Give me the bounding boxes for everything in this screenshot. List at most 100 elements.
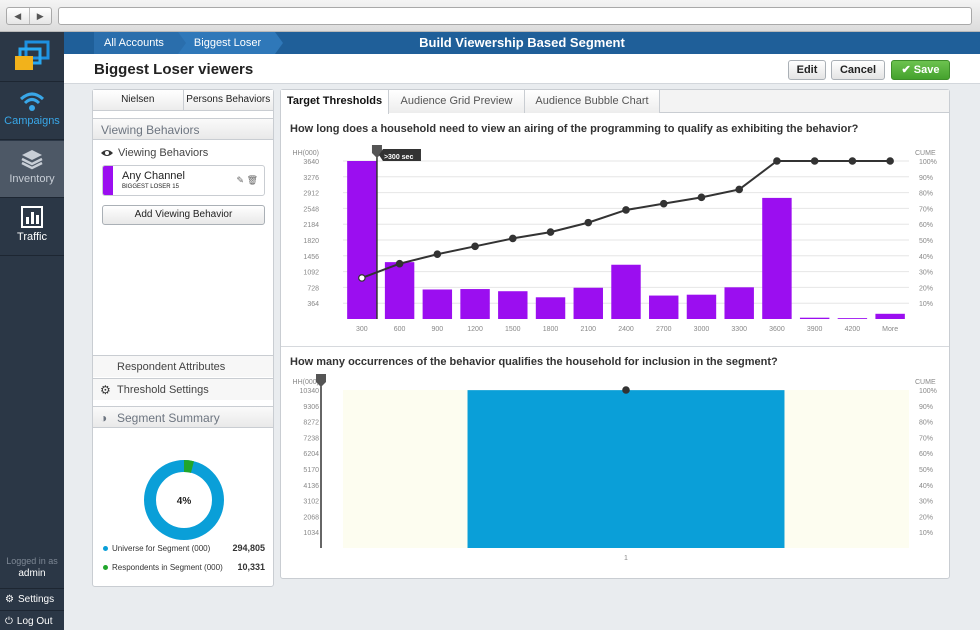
- save-button[interactable]: ✔ Save: [891, 60, 950, 80]
- x-tick-label: 600: [394, 326, 406, 333]
- app-sidebar: Campaigns Inventory Traffic Logged in as…: [0, 32, 64, 630]
- donut-respondents-arc: [144, 460, 224, 540]
- y-tick-label: 3276: [303, 175, 319, 182]
- cume-point: [735, 185, 744, 194]
- y-tick-label: 5170: [303, 467, 319, 474]
- histogram-bar: [875, 313, 905, 319]
- title-row: Biggest Loser viewers Edit Cancel ✔ Save: [64, 54, 980, 84]
- sidebar-item-campaigns[interactable]: Campaigns: [0, 83, 64, 140]
- donut-percent-label: 4%: [177, 496, 192, 507]
- respondent-attributes-row[interactable]: Respondent Attributes: [93, 355, 273, 377]
- username: admin: [18, 568, 46, 579]
- threshold-label-box: [378, 149, 421, 161]
- y2-tick-label: 100%: [919, 388, 937, 395]
- y2-tick-label: 80%: [919, 191, 933, 198]
- duration-histogram-chart: 3640 3276 2912 2548 2184 1820 1456 1092 728 364 10…: [293, 145, 937, 333]
- universe-label: Universe for Segment (000): [112, 544, 211, 553]
- pencil-icon[interactable]: ✎: [236, 175, 245, 185]
- x-tick-label: 2100: [580, 326, 596, 333]
- cume-point: [622, 386, 630, 394]
- histogram-bar: [686, 294, 717, 319]
- x-tick-label: 1500: [505, 326, 521, 333]
- x-tick-label: 3300: [731, 326, 747, 333]
- legend-universe: Universe for Segment (000) 294,805: [103, 543, 265, 553]
- bar-chart-icon: [21, 206, 43, 228]
- segment-summary-label: Segment Summary: [117, 411, 220, 425]
- back-arrow-icon[interactable]: ◀: [14, 11, 22, 21]
- tab-nielsen[interactable]: Nielsen: [93, 90, 183, 110]
- threshold-settings-row[interactable]: ⚙ Threshold Settings: [93, 378, 273, 400]
- histogram-bar: [762, 197, 792, 319]
- y-tick-label: 10340: [300, 388, 320, 395]
- cume-point: [546, 228, 555, 236]
- viewing-behaviors-toggle[interactable]: Viewing Behaviors: [101, 147, 208, 159]
- histogram-bar: [649, 295, 679, 319]
- sidebar-item-inventory[interactable]: Inventory: [0, 141, 64, 198]
- cancel-button[interactable]: Cancel: [831, 60, 885, 80]
- address-bar[interactable]: [58, 7, 972, 25]
- threshold-settings-label: Threshold Settings: [117, 384, 209, 396]
- cume-line: [361, 160, 891, 279]
- source-tabs: Nielsen Persons Behaviors: [93, 90, 273, 111]
- y-tick-label: 2184: [303, 222, 319, 229]
- universe-dot-icon: [103, 546, 108, 552]
- viewing-behaviors-header[interactable]: Viewing Behaviors: [93, 118, 273, 140]
- cume-point: [848, 157, 857, 165]
- breadcrumb-all-accounts[interactable]: All Accounts: [94, 32, 186, 54]
- cume-point: [773, 157, 781, 165]
- threshold-handle-icon: [316, 374, 326, 387]
- histogram-bar: [573, 287, 603, 319]
- login-status: Logged in as admin: [0, 556, 64, 579]
- behavior-item[interactable]: Any Channel BIGGEST LOSER 15 ✎ 🗑: [102, 165, 265, 196]
- settings-button[interactable]: ⚙ Settings: [0, 588, 64, 610]
- forward-arrow-icon[interactable]: ▶: [28, 8, 52, 24]
- y2-tick-label: 80%: [919, 420, 933, 427]
- tab-target-thresholds[interactable]: Target Thresholds: [281, 90, 389, 114]
- histogram-bar: [467, 390, 785, 548]
- y-tick-label: 1456: [303, 254, 319, 261]
- settings-label: Settings: [17, 594, 55, 605]
- tab-audience-bubble-chart[interactable]: Audience Bubble Chart: [525, 90, 660, 113]
- histogram-bar: [611, 264, 641, 319]
- y2-tick-label: 70%: [919, 435, 933, 442]
- cume-point: [471, 242, 479, 251]
- logout-label: Log Out: [16, 616, 53, 627]
- add-viewing-behavior-button[interactable]: Add Viewing Behavior: [102, 205, 265, 225]
- segment-summary-header[interactable]: ◑ Segment Summary: [93, 406, 273, 428]
- y2-tick-label: 30%: [919, 270, 933, 277]
- edit-button[interactable]: Edit: [788, 60, 826, 80]
- universe-value: 294,805: [232, 543, 265, 553]
- logged-in-label: Logged in as: [6, 556, 58, 566]
- cume-point: [395, 259, 404, 268]
- histogram-bar: [422, 289, 453, 319]
- cume-point: [886, 157, 894, 165]
- breadcrumb-biggest-loser[interactable]: Biggest Loser: [177, 32, 284, 54]
- logout-button[interactable]: ⏻ Log Out: [0, 610, 64, 630]
- histogram-bar: [535, 297, 566, 319]
- y-tick-label: 7238: [303, 435, 319, 442]
- y-tick-label: 1034: [303, 530, 319, 537]
- segment-summary: 4% Universe for Segment (000) 294,805 Re…: [93, 406, 273, 586]
- respondents-value: 10,331: [237, 562, 265, 572]
- sidebar-item-label: Traffic: [17, 231, 47, 243]
- y-tick-label: 3102: [303, 499, 319, 506]
- pie-icon: ◑: [100, 411, 108, 425]
- checkmark-icon: ✔: [901, 64, 914, 76]
- respondents-dot-icon: [103, 565, 108, 571]
- viewing-behaviors-label: Viewing Behaviors: [118, 147, 209, 159]
- y-tick-label: 9306: [303, 404, 319, 411]
- trash-icon[interactable]: 🗑: [246, 175, 258, 185]
- y-axis-title: HH(000): [293, 150, 319, 157]
- y2-tick-label: 90%: [919, 404, 933, 411]
- x-tick-label: 1: [624, 555, 628, 562]
- behavior-program: BIGGEST LOSER 15: [122, 184, 179, 190]
- tab-persons-behaviors[interactable]: Persons Behaviors: [182, 90, 273, 110]
- app-logo[interactable]: [0, 32, 64, 82]
- sidebar-item-traffic[interactable]: Traffic: [0, 199, 64, 256]
- x-tick-label: 300: [356, 326, 368, 333]
- y2-tick-label: 100%: [919, 159, 937, 166]
- respondents-label: Respondents in Segment (000): [112, 563, 223, 572]
- power-icon: ⏻: [5, 616, 13, 627]
- histogram-bar: [724, 287, 754, 319]
- tab-audience-grid-preview[interactable]: Audience Grid Preview: [389, 90, 525, 113]
